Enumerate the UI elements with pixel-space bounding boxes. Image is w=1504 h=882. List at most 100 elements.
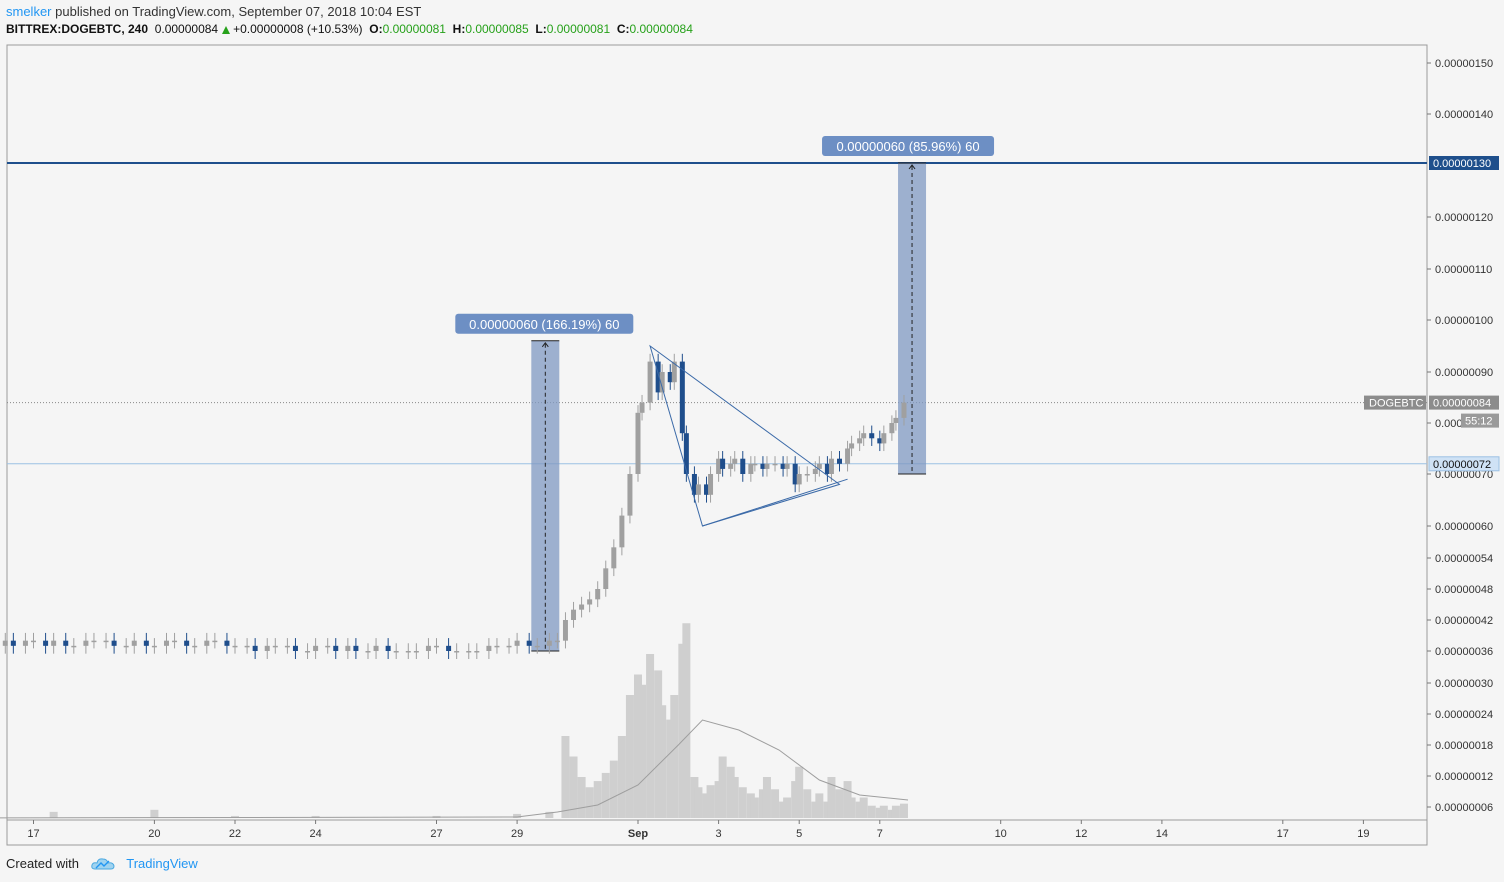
candle-body <box>796 474 802 485</box>
volume-bar <box>875 807 884 818</box>
candle-body <box>506 645 512 648</box>
volume-bar <box>762 777 771 818</box>
candle-body <box>824 463 830 474</box>
volume-bar <box>625 695 634 818</box>
candle-body <box>63 640 69 646</box>
author-link[interactable]: smelker <box>6 4 52 19</box>
candle-body <box>760 463 766 469</box>
volume-bar <box>803 789 812 818</box>
price-tick-label: 0.00000060 <box>1435 521 1493 533</box>
volume-bar <box>718 756 727 818</box>
candle-body <box>313 645 319 651</box>
open-label: O: <box>369 22 383 36</box>
candle-body <box>486 645 492 651</box>
last-price-label: 0.00000084 <box>1433 398 1491 410</box>
support-price-tag <box>1428 456 1500 472</box>
candle-body <box>671 361 677 383</box>
candle-body <box>2 640 8 646</box>
price-tick-label: 0.00000006 <box>1435 802 1493 814</box>
measure-label: 0.00000060 (85.96%) 60 <box>836 139 979 154</box>
candle-body <box>792 463 798 485</box>
volume-bar <box>783 797 792 818</box>
candle-body <box>784 463 790 469</box>
price-tick-label: 0.00000012 <box>1435 771 1493 783</box>
candle-body <box>514 640 520 646</box>
candle-body <box>720 458 726 469</box>
time-tick-label: 12 <box>1075 828 1087 840</box>
candle-body <box>780 463 786 469</box>
candle-body <box>546 640 552 646</box>
candle-body <box>474 651 480 653</box>
price-tick-label: 0.00000024 <box>1435 709 1493 721</box>
volume-bar <box>791 781 800 818</box>
volume-bar <box>706 785 715 818</box>
candle-body <box>772 463 778 466</box>
candle-body <box>893 417 899 423</box>
candle-body <box>192 645 198 648</box>
candle-body <box>434 645 439 648</box>
measure-label-box <box>455 313 634 334</box>
price-tick-label: 0.00000018 <box>1435 740 1493 752</box>
candle-body <box>123 645 129 648</box>
candle-body <box>534 645 540 648</box>
candle-body <box>252 645 258 651</box>
time-tick-label: 29 <box>511 828 523 840</box>
measure-box <box>898 163 927 474</box>
time-tick-label: 17 <box>1277 828 1289 840</box>
volume-bar <box>231 815 239 818</box>
volume-bar <box>49 811 58 818</box>
volume-bar <box>666 719 675 818</box>
time-tick-label: 24 <box>309 828 321 840</box>
price-tick-label: 0.00000090 <box>1435 367 1493 379</box>
price-tick-label: 0.00000070 <box>1435 469 1493 481</box>
volume-bar <box>646 654 655 818</box>
volume-bar <box>690 777 699 818</box>
candle-body <box>244 645 250 648</box>
candle-body <box>627 474 633 516</box>
candle-body <box>51 640 57 646</box>
candle-body <box>10 640 16 646</box>
volume-bar <box>585 787 594 818</box>
time-tick-label: 3 <box>716 828 722 840</box>
candle-body <box>695 484 701 495</box>
candle-body <box>869 433 875 439</box>
volume-bar <box>795 766 804 818</box>
volume-bar <box>694 787 703 818</box>
volume-bar <box>682 623 691 818</box>
last-price-tag <box>1429 395 1499 410</box>
volume-bar <box>670 695 679 818</box>
candle-body <box>526 640 532 646</box>
candle-body <box>272 645 278 648</box>
plot-frame <box>6 44 1428 846</box>
candle-body <box>111 640 117 646</box>
tradingview-link[interactable]: TradingView <box>126 856 198 871</box>
candle-body <box>857 438 863 444</box>
resistance-price-tag <box>1429 156 1499 170</box>
high-label: H: <box>452 22 466 36</box>
volume-bar <box>638 684 647 818</box>
candle-body <box>901 402 907 418</box>
candle-body <box>224 640 230 646</box>
candle-body <box>828 458 834 474</box>
volume-bar <box>771 789 780 818</box>
volume-bar <box>758 789 767 818</box>
candle-body <box>71 645 77 648</box>
candle-body <box>881 433 887 444</box>
candle-body <box>232 645 238 648</box>
price-tick-label: 0.00000054 <box>1435 553 1493 565</box>
price-tick-label: 0.00000110 <box>1435 264 1492 276</box>
candle-body <box>353 645 359 651</box>
volume-bar <box>827 777 836 818</box>
price-tick-label: 0.00000030 <box>1435 678 1493 690</box>
close-label: C: <box>616 22 630 36</box>
candle-body <box>655 361 661 393</box>
time-tick-label: Sep <box>628 828 648 840</box>
volume-bar <box>859 797 868 818</box>
volume-ma-line <box>0 719 909 819</box>
volume-bar <box>569 756 578 818</box>
footer: Created with TradingView <box>6 856 198 871</box>
candle-body <box>816 463 822 469</box>
last-price: 0.00000084 <box>154 22 219 36</box>
measure-label: 0.00000060 (166.19%) 60 <box>469 317 619 332</box>
